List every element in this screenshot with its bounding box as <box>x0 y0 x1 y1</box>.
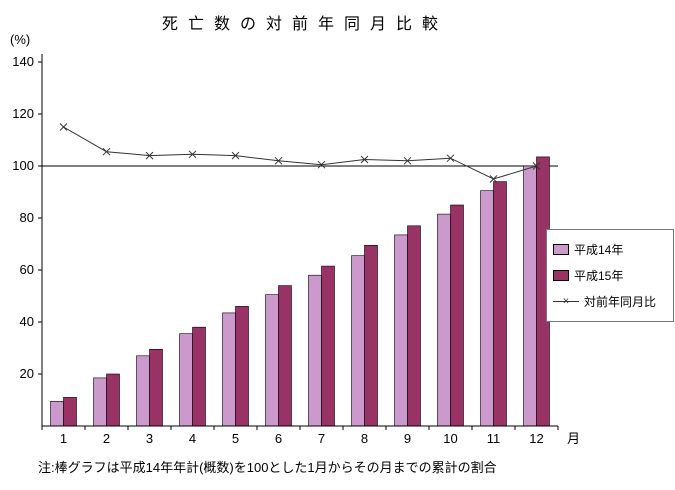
bar-series1-month3 <box>136 355 150 427</box>
bar-series1-month5 <box>222 312 236 427</box>
x-tick-label: 4 <box>189 431 196 446</box>
legend: 平成14年平成15年 × 対前年同月比 <box>546 229 674 322</box>
x-tick-label: 3 <box>146 431 153 446</box>
bar-series1-month8 <box>351 255 365 427</box>
x-marker <box>188 150 197 159</box>
x-tick-label: 12 <box>529 431 543 446</box>
legend-item: 平成15年 <box>553 267 667 284</box>
legend-line <box>553 301 579 302</box>
x-tick-label: 8 <box>361 431 368 446</box>
legend-label: 平成15年 <box>574 269 624 283</box>
bar-series1-month9 <box>394 234 408 427</box>
bar-series2-month11 <box>493 181 507 427</box>
y-tick-label: 140 <box>12 54 34 69</box>
chart-title: 死亡数の対前年同月比較 <box>161 16 448 33</box>
legend-swatch <box>553 244 569 255</box>
x-marker <box>403 156 412 165</box>
y-axis-unit-label: (%) <box>10 32 31 47</box>
bar-series1-month2 <box>93 377 107 427</box>
x-tick-label: 1 <box>60 431 67 446</box>
x-tick-label: 2 <box>103 431 110 446</box>
y-tick-label: 60 <box>20 262 34 277</box>
bar-series2-month1 <box>63 397 77 427</box>
x-tick-label: 5 <box>232 431 239 446</box>
bar-series1-month7 <box>308 274 322 427</box>
bar-series1-month6 <box>265 294 279 427</box>
bar-series2-month7 <box>321 265 335 427</box>
bar-series2-month8 <box>364 245 378 427</box>
legend-label: 対前年同月比 <box>584 295 657 309</box>
x-marker <box>489 175 498 183</box>
x-marker <box>360 155 369 164</box>
bar-series2-month3 <box>149 348 163 427</box>
x-tick-label: 10 <box>443 431 457 446</box>
x-axis-unit-label: 月 <box>567 431 580 446</box>
x-tick-label: 9 <box>404 431 411 446</box>
legend-item: 平成14年 <box>553 241 667 258</box>
legend-item: × 対前年同月比 <box>553 293 667 310</box>
x-marker <box>102 147 111 156</box>
bar-series2-month9 <box>407 225 421 427</box>
bar-series1-month1 <box>50 400 64 427</box>
y-tick-label: 120 <box>12 106 34 121</box>
x-marker <box>231 151 240 160</box>
x-marker <box>317 160 326 169</box>
x-tick-label: 7 <box>318 431 325 446</box>
bar-series1-month12 <box>523 165 537 427</box>
y-tick-label: 100 <box>12 158 34 173</box>
ratio-line <box>63 126 537 180</box>
x-marker <box>446 154 455 163</box>
bar-series1-month4 <box>179 333 193 427</box>
bar-series1-month11 <box>480 190 494 427</box>
bar-series2-month2 <box>106 373 120 427</box>
x-marker <box>145 151 154 160</box>
legend-line-x-marker: × <box>553 295 579 308</box>
bar-series2-month5 <box>235 306 249 427</box>
legend-x-icon: × <box>562 295 570 307</box>
y-tick-label: 40 <box>20 314 34 329</box>
x-tick-label: 6 <box>275 431 282 446</box>
x-marker <box>59 123 68 131</box>
bar-series2-month6 <box>278 285 292 427</box>
x-marker <box>274 156 283 165</box>
legend-swatch <box>553 270 569 281</box>
bar-series2-month10 <box>450 204 464 427</box>
x-marker <box>532 162 541 170</box>
y-tick-label: 20 <box>20 366 34 381</box>
bar-series1-month10 <box>437 213 451 427</box>
x-tick-label: 11 <box>487 431 501 446</box>
footnote: 注:棒グラフは平成14年年計(概数)を100とした1月からその月までの累計の割合 <box>38 460 497 475</box>
bar-series2-month4 <box>192 326 206 427</box>
y-tick-label: 80 <box>20 210 34 225</box>
legend-label: 平成14年 <box>574 243 624 257</box>
